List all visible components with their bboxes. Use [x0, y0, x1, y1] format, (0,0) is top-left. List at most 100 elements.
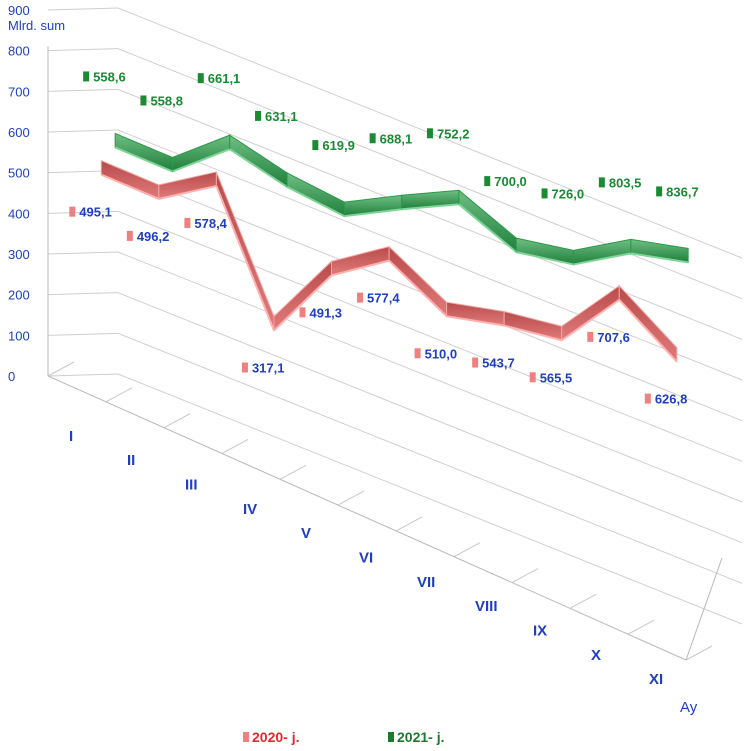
series-ribbon-segment [388, 245, 448, 318]
series-ribbon-edge [286, 186, 345, 217]
data-label: 317,1 [252, 360, 285, 375]
data-marker [587, 331, 594, 342]
data-marker [472, 357, 479, 368]
data-label: 700,0 [494, 174, 527, 189]
series-ribbon-segment [630, 238, 689, 264]
data-marker [484, 176, 491, 187]
y-tick-label: 300 [8, 247, 30, 262]
gridline [117, 292, 743, 544]
gridline [117, 332, 743, 584]
legend-label-2020: 2020- j. [252, 729, 299, 745]
series-ribbon-edge [573, 252, 632, 266]
y-tick-label: 0 [8, 369, 15, 384]
data-marker [140, 95, 147, 106]
series-ribbon-segment [503, 310, 563, 341]
series-ribbon-segment [458, 189, 517, 254]
x-tick-label: I [69, 428, 73, 445]
floor-depth-line [685, 645, 713, 661]
gridline [117, 373, 743, 625]
series-ribbon-segment [229, 134, 288, 188]
chart-gridlines [47, 7, 743, 661]
y-tick-label: 500 [8, 166, 30, 181]
data-label: 491,3 [309, 305, 342, 320]
data-label: 558,8 [150, 93, 183, 108]
data-marker [426, 128, 433, 139]
y-axis-label: Mlrd. sum [8, 18, 65, 33]
data-marker [529, 372, 536, 383]
series-ribbon-edge [630, 252, 689, 264]
data-label: 619,9 [322, 138, 355, 153]
series-ribbon-edge [215, 185, 275, 331]
y-tick-label: 900 [8, 3, 30, 18]
x-tick-label: V [301, 525, 311, 542]
y-tick-label: 800 [8, 44, 30, 59]
data-marker [126, 230, 133, 241]
series-ribbon-edge [331, 259, 390, 277]
side-gridline [47, 7, 119, 11]
data-label: 688,1 [380, 131, 413, 146]
y-tick-label: 600 [8, 125, 30, 140]
x-tick-label: III [185, 477, 198, 494]
data-marker [644, 393, 651, 404]
data-label: 510,0 [425, 346, 458, 361]
data-marker [184, 217, 191, 228]
series-ribbon-edge [561, 299, 620, 342]
series-ribbon-edge [516, 251, 574, 266]
floor-depth-line [569, 593, 597, 609]
side-gridline [47, 373, 119, 377]
data-marker [69, 206, 76, 217]
data-label: 626,8 [655, 392, 688, 407]
floor-depth-line [627, 619, 655, 635]
data-label: 631,1 [265, 109, 298, 124]
data-marker [656, 186, 663, 197]
series-ribbon-segment [114, 132, 173, 173]
gridline [117, 251, 743, 503]
data-label: 495,1 [79, 205, 112, 220]
chart-data-labels: 495,1 496,2 578,4 317,1 491,3 577,4 510,0 543,7… [69, 69, 699, 407]
series-ribbon-edge [618, 299, 678, 363]
chart-series-ribbons [100, 132, 689, 363]
floor-front-edge [47, 375, 687, 661]
data-marker [197, 73, 204, 84]
x-tick-label: XI [649, 671, 663, 688]
floor-depth-line [47, 361, 75, 377]
data-marker [299, 307, 306, 318]
gridline [117, 129, 743, 381]
floor-depth-line [163, 413, 191, 429]
data-label: 836,7 [666, 184, 699, 199]
x-tick-label: II [127, 452, 135, 469]
side-gridline [47, 332, 119, 336]
side-gridline [47, 129, 119, 133]
gridline [117, 88, 743, 340]
data-label: 803,5 [609, 175, 642, 190]
y-tick-label: 200 [8, 288, 30, 303]
gridline [117, 48, 743, 300]
floor-depth-line [453, 542, 481, 558]
series-ribbon-segment [158, 171, 217, 200]
data-label: 578,4 [194, 216, 227, 231]
series-ribbon-edge [388, 259, 448, 317]
floor-depth-line [105, 387, 133, 403]
series-ribbon-edge [114, 146, 173, 173]
x-tick-label: VIII [475, 598, 498, 615]
series-ribbon-edge [100, 173, 160, 200]
series-ribbon-edge [229, 148, 288, 188]
floor-depth-line [279, 464, 307, 480]
floor-depth-line [337, 490, 365, 506]
data-marker [241, 362, 248, 373]
data-marker [541, 188, 548, 199]
series-ribbon-segment [330, 245, 390, 276]
gridline [117, 210, 743, 462]
data-label: 496,2 [137, 229, 170, 244]
side-gridline [47, 210, 119, 214]
legend-swatch-2020 [243, 732, 249, 742]
floor-depth-line [221, 439, 249, 454]
side-gridline [47, 88, 119, 92]
legend-swatch-2021 [388, 732, 394, 742]
data-marker [83, 71, 90, 82]
y-tick-label: 700 [8, 84, 30, 99]
data-marker [357, 292, 364, 303]
floor-right-edge [685, 557, 723, 661]
series-ribbon-edge [401, 203, 460, 211]
data-label: 707,6 [597, 330, 630, 345]
